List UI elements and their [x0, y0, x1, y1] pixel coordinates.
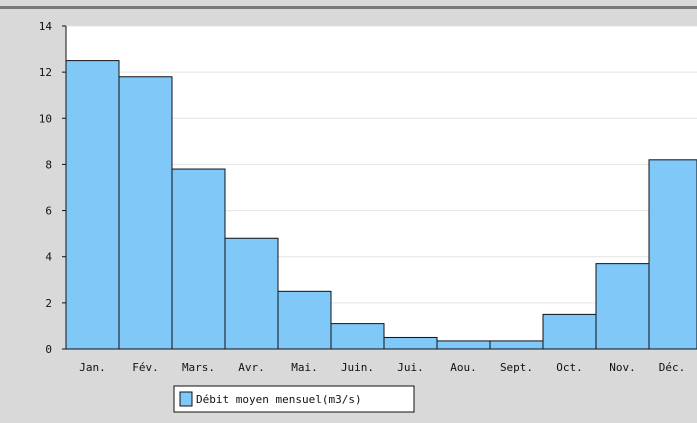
bar	[330, 323, 385, 350]
x-tick-label: Mars.	[182, 361, 215, 374]
top-frame-line	[0, 6, 697, 9]
bar	[648, 159, 697, 350]
x-tick-label: Sept.	[500, 361, 533, 374]
y-tick-label: 12	[39, 66, 52, 79]
x-tick-label: Déc.	[659, 361, 686, 374]
y-tick-label: 14	[39, 20, 53, 33]
x-tick-label: Jui.	[397, 361, 424, 374]
y-tick-label: 8	[45, 158, 52, 171]
legend-swatch	[179, 391, 193, 407]
legend-label: Débit moyen mensuel(m3/s)	[196, 393, 362, 406]
y-tick-label: 4	[45, 251, 52, 264]
bar	[277, 290, 332, 350]
x-tick-label: Jan.	[79, 361, 106, 374]
y-tick-label: 6	[45, 205, 52, 218]
x-tick-label: Mai.	[291, 361, 318, 374]
legend-box	[173, 385, 415, 413]
bar	[489, 340, 544, 350]
bar	[383, 336, 438, 350]
y-tick-label: 10	[39, 112, 52, 125]
bar	[224, 237, 279, 350]
x-tick-label: Avr.	[238, 361, 265, 374]
axes	[65, 26, 697, 350]
x-tick-label: Aou.	[450, 361, 477, 374]
bar	[542, 313, 597, 350]
x-tick-label: Oct.	[556, 361, 583, 374]
x-tick-label: Juin.	[341, 361, 374, 374]
y-tick-label: 2	[45, 297, 52, 310]
bar	[436, 340, 491, 350]
x-tick-label: Nov.	[609, 361, 636, 374]
bar	[118, 76, 173, 350]
x-ticks: Jan. Fév. Mars. Avr. Mai. Juin. Jui. Aou. Sept. O…	[79, 361, 685, 374]
bar	[171, 168, 226, 350]
bar	[595, 263, 650, 350]
y-ticks: 0 2 4 6 8 10 12 14	[39, 20, 66, 356]
y-tick-label: 0	[45, 343, 52, 356]
x-tick-label: Fév.	[132, 361, 159, 374]
bar	[65, 60, 120, 350]
legend: Débit moyen mensuel(m3/s)	[173, 385, 415, 413]
